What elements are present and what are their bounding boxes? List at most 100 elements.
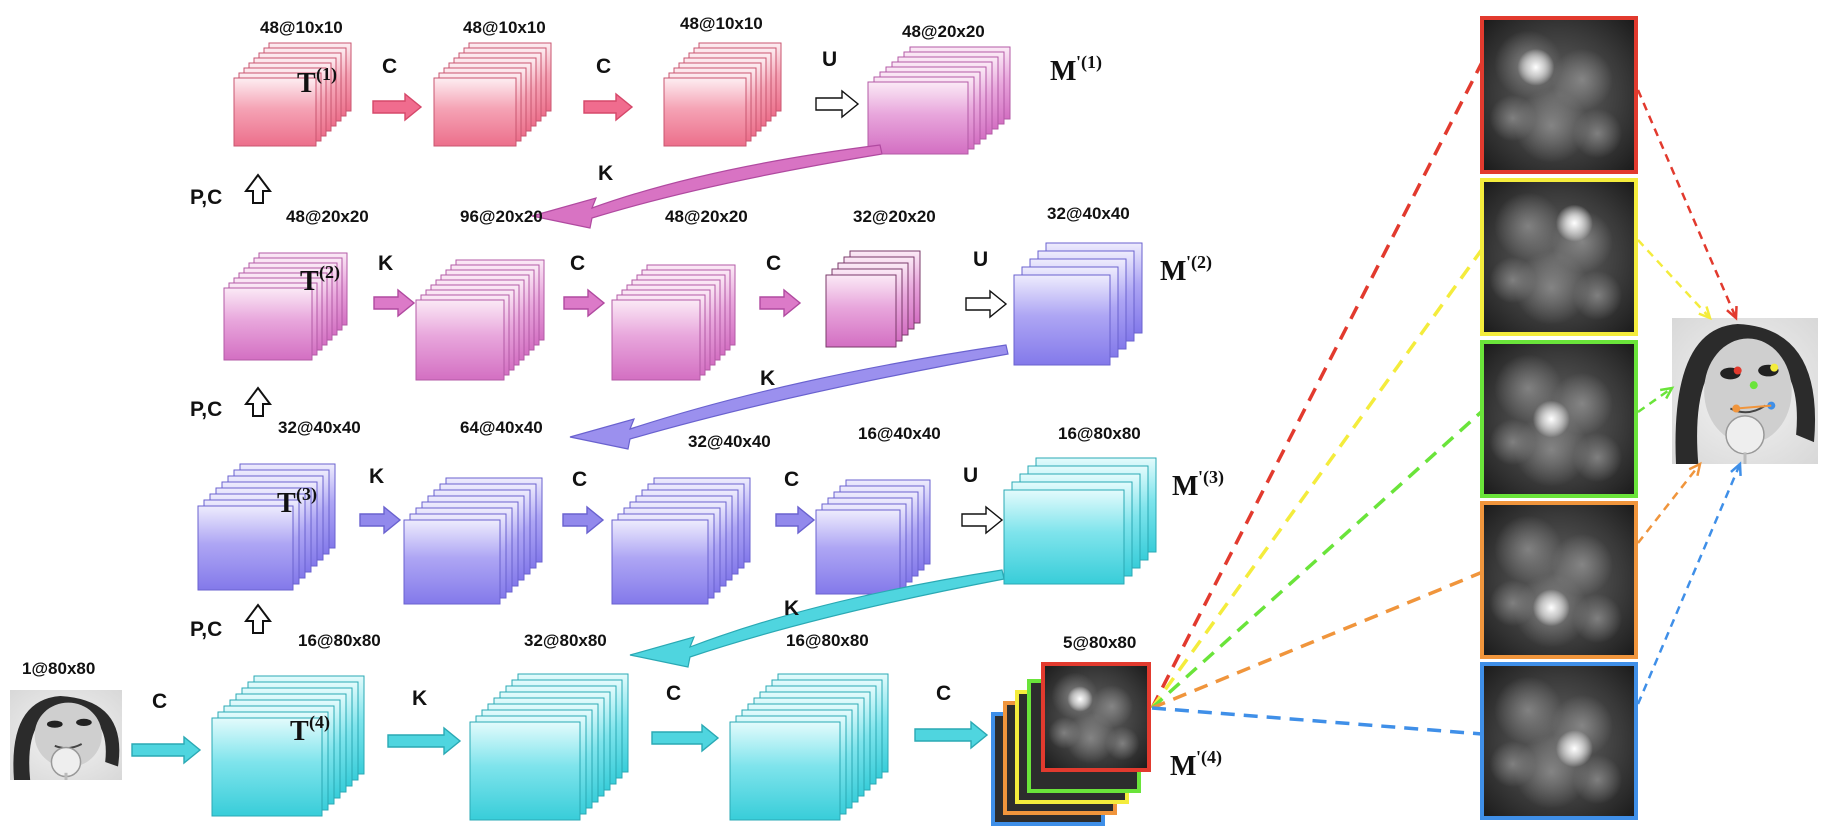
heatmap-green-frame xyxy=(1480,340,1638,498)
landmark-arrow-green xyxy=(1637,386,1673,414)
heatmap-orange-texture xyxy=(1489,580,1536,627)
tensor-label-sup: (1) xyxy=(316,64,337,85)
row2-skip-label: K xyxy=(760,367,775,390)
row2-arrow-up xyxy=(965,289,1008,319)
row2-stack-1-sheet xyxy=(415,299,505,381)
row1-stack-1 xyxy=(433,42,552,147)
row1-arrow-0 xyxy=(372,92,423,122)
row3-stack-T-sheet xyxy=(197,505,294,591)
row1-stack-M xyxy=(867,46,1011,155)
row2-stack-2-sheet xyxy=(611,299,701,381)
row3-stack-M xyxy=(1003,457,1157,585)
row1-skip-label: K xyxy=(598,162,613,185)
row3-op-2: C xyxy=(784,468,799,491)
heatmap-green-peak xyxy=(1532,400,1570,438)
row4-arrow-3 xyxy=(914,720,989,750)
landmark-arrowhead-blue xyxy=(1730,461,1742,477)
row4-up-label: P,C xyxy=(190,618,222,641)
tensor-label-sup: (4) xyxy=(309,712,330,733)
row2-arrow-2 xyxy=(759,288,802,318)
row3-dim-2: 32@40x40 xyxy=(688,432,771,451)
output-face-image-landmark-yellow xyxy=(1770,363,1779,372)
row4-heatmap-red-frame xyxy=(1041,662,1151,772)
input-face-image xyxy=(10,690,122,780)
row4-stack-T xyxy=(211,675,365,817)
connector-to-yellow xyxy=(1150,248,1484,710)
row1-op-1: C xyxy=(596,55,611,78)
tensor-label-row1: T (1) xyxy=(297,64,337,99)
row3-arrow-1 xyxy=(562,505,605,535)
row2-op-3: U xyxy=(973,248,988,271)
input-face-image-skin xyxy=(34,702,102,768)
row1-stack-1-sheet xyxy=(433,77,517,147)
heatmap-orange-texture xyxy=(1572,593,1623,644)
row3-arrow-0 xyxy=(359,505,402,535)
row2-skip-arrow xyxy=(569,344,1009,450)
tensor-label-row4: T (4) xyxy=(290,712,330,747)
heatmap-yellow xyxy=(1480,178,1638,336)
heatmap-red-peak xyxy=(1517,48,1555,86)
row3-op-1: C xyxy=(572,468,587,491)
row2-stack-3 xyxy=(825,250,921,348)
heatmap-blue xyxy=(1480,662,1638,820)
heatmap-blue-peak xyxy=(1555,730,1593,768)
row2-stack-T xyxy=(223,252,348,361)
row4-dim-1: 32@80x80 xyxy=(524,631,607,650)
row3-arrow-up xyxy=(961,505,1004,535)
row2-up-label: P,C xyxy=(190,186,222,209)
row4-op-1: K xyxy=(412,687,427,710)
landmark-arrow-yellow xyxy=(1637,239,1711,319)
row2-stack-1 xyxy=(415,259,545,381)
row3-stack-3 xyxy=(815,479,931,595)
tensor-label-sup: (2) xyxy=(319,262,340,283)
output-label-sup: '(1) xyxy=(1076,52,1102,73)
row1-stack-T xyxy=(233,42,352,147)
heatmap-red-texture xyxy=(1489,95,1536,142)
heatmap-orange-frame xyxy=(1480,501,1638,659)
output-label-sup: '(3) xyxy=(1198,467,1224,488)
row1-dim-0: 48@10x10 xyxy=(260,18,343,37)
tensor-label-row3: T (3) xyxy=(277,484,317,519)
input-face-image-eye xyxy=(76,718,92,727)
output-face-image-mouth-line xyxy=(1736,404,1772,410)
output-face-image-landmark-green xyxy=(1749,381,1758,390)
row3-skip-label: K xyxy=(784,597,799,620)
output-label-row2: M '(2) xyxy=(1160,252,1212,287)
row4-arrow-2 xyxy=(651,723,720,753)
row2-dim-4: 32@40x40 xyxy=(1047,204,1130,223)
heatmap-yellow-peak xyxy=(1555,204,1593,242)
row3-dim-3: 16@40x40 xyxy=(858,424,941,443)
row2-dim-3: 32@20x20 xyxy=(853,207,936,226)
heatmap-green-texture xyxy=(1572,432,1623,483)
row2-stack-3-sheet xyxy=(825,274,897,348)
row2-stack-M xyxy=(1013,242,1143,366)
row4-dim-2: 16@80x80 xyxy=(786,631,869,650)
output-label-letter: M xyxy=(1050,56,1076,87)
row1-stack-M-sheet xyxy=(867,81,969,155)
row3-stack-T xyxy=(197,463,336,591)
row1-op-2: U xyxy=(822,48,837,71)
tensor-label-letter: T xyxy=(297,68,316,99)
row2-stack-2 xyxy=(611,264,736,381)
heatmap-red xyxy=(1480,16,1638,174)
row4-stack-1 xyxy=(469,673,629,821)
connector-to-green xyxy=(1150,409,1484,710)
heatmap-blue-frame xyxy=(1480,662,1638,820)
tensor-label-letter: T xyxy=(277,488,296,519)
output-label-sup: '(4) xyxy=(1196,747,1222,768)
connector-to-orange xyxy=(1151,570,1483,710)
row2-arrow-1 xyxy=(563,288,606,318)
output-label-letter: M xyxy=(1172,471,1198,502)
connector-to-blue xyxy=(1151,706,1483,736)
row3-stack-1 xyxy=(403,477,543,605)
heatmap-yellow-texture xyxy=(1489,257,1536,304)
row4-arrow-0 xyxy=(131,735,202,765)
row1-arrow-up xyxy=(815,89,860,119)
row3-arrow-2 xyxy=(775,505,816,535)
heatmap-yellow-texture xyxy=(1494,192,1563,261)
row4-stack-2 xyxy=(729,673,889,821)
output-face-image-landmark-red xyxy=(1733,366,1742,375)
row2-up-arrow xyxy=(244,173,272,204)
heatmap-orange-peak xyxy=(1532,589,1570,627)
